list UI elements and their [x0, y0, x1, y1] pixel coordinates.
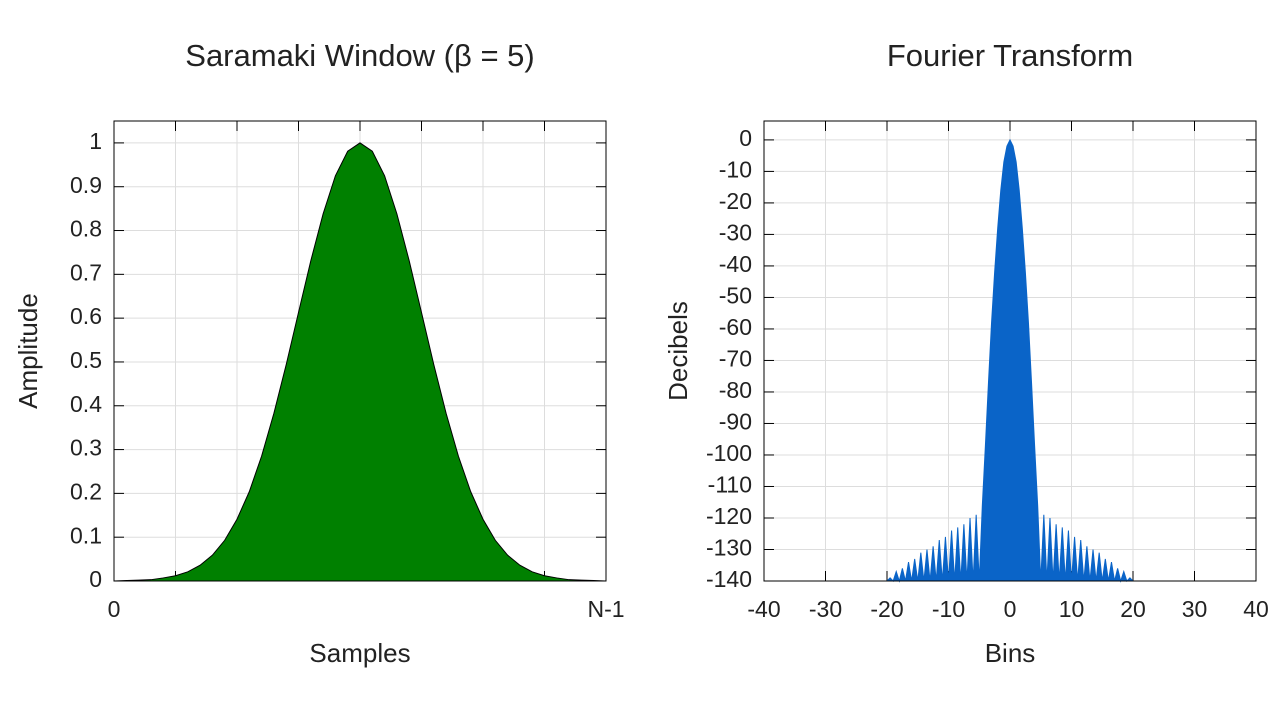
x-tick-label: 0	[108, 596, 121, 622]
y-tick-label: -60	[719, 314, 752, 340]
x-tick-label: 0	[1004, 596, 1017, 622]
x-tick-label: 40	[1243, 596, 1269, 622]
y-tick-label: 0.7	[70, 259, 102, 285]
x-tick-label: 30	[1182, 596, 1208, 622]
y-tick-label: -20	[719, 188, 752, 214]
y-tick-label: 0.1	[70, 522, 102, 548]
x-tick-label: N-1	[587, 596, 624, 622]
y-axis-label: Decibels	[663, 301, 693, 401]
chart-title: Saramaki Window (β = 5)	[185, 38, 534, 73]
x-tick-label: -10	[932, 596, 965, 622]
y-tick-label: -110	[708, 472, 752, 498]
y-tick-label: 0.6	[70, 303, 102, 329]
y-tick-label: -140	[706, 566, 752, 592]
x-tick-label: -40	[747, 596, 780, 622]
plot-frame	[113, 120, 607, 582]
y-tick-label: 0	[89, 566, 102, 592]
x-tick-label: 20	[1120, 596, 1146, 622]
x-tick-label: -20	[870, 596, 903, 622]
y-tick-label: -90	[719, 409, 752, 435]
y-tick-label: 0.9	[70, 172, 102, 198]
y-tick-label: -70	[719, 346, 752, 372]
y-tick-label: -30	[719, 220, 752, 246]
x-axis-label: Bins	[985, 638, 1036, 668]
x-tick-label: -30	[809, 596, 842, 622]
y-tick-label: 1	[89, 128, 102, 154]
y-tick-label: -40	[719, 251, 752, 277]
y-tick-label: -130	[706, 535, 752, 561]
y-tick-label: -120	[706, 503, 752, 529]
area	[885, 138, 1135, 583]
y-tick-label: -80	[719, 377, 752, 403]
x-tick-label: 10	[1059, 596, 1085, 622]
chart-title: Fourier Transform	[887, 38, 1133, 73]
y-tick-label: 0.3	[70, 435, 102, 461]
y-tick-label: 0.4	[70, 391, 102, 417]
y-tick-label: -50	[719, 283, 752, 309]
y-tick-label: 0	[739, 125, 752, 151]
y-tick-label: -10	[719, 156, 752, 182]
y-tick-label: 0.2	[70, 478, 102, 504]
area	[113, 142, 607, 582]
y-axis-label: Amplitude	[13, 293, 43, 409]
x-axis-label: Samples	[309, 638, 410, 668]
plot-frame	[763, 120, 1257, 582]
y-tick-label: -100	[706, 440, 752, 466]
y-tick-label: 0.8	[70, 216, 102, 242]
y-tick-label: 0.5	[70, 347, 102, 373]
